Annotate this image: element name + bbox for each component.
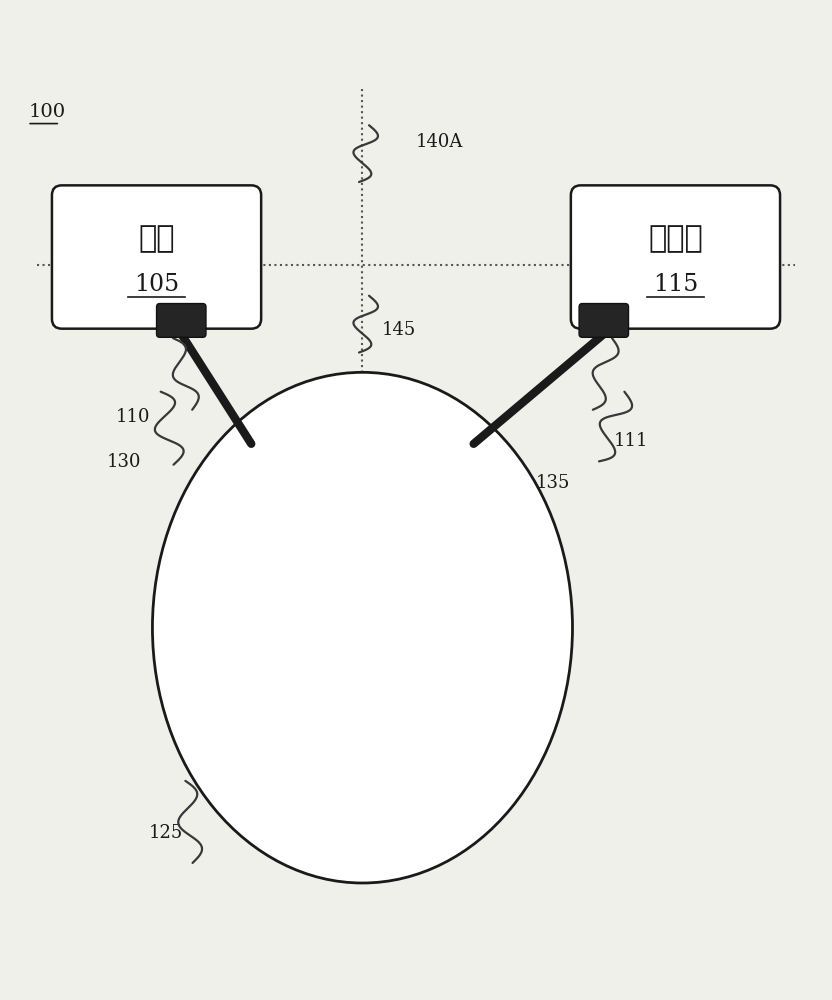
Text: 130: 130	[107, 453, 141, 471]
Text: 100: 100	[29, 103, 66, 121]
FancyBboxPatch shape	[156, 304, 206, 337]
FancyBboxPatch shape	[571, 185, 780, 329]
Text: 125: 125	[148, 824, 182, 842]
Text: 111: 111	[614, 432, 648, 450]
Text: 140A: 140A	[416, 133, 463, 151]
Text: 135: 135	[536, 474, 570, 492]
Text: 光源: 光源	[138, 224, 175, 253]
FancyBboxPatch shape	[52, 185, 261, 329]
Text: 115: 115	[653, 273, 698, 296]
Text: 145: 145	[381, 321, 416, 339]
FancyBboxPatch shape	[579, 304, 628, 337]
Text: 105: 105	[134, 273, 179, 296]
Text: 检测器: 检测器	[648, 224, 703, 253]
Text: 110: 110	[116, 408, 150, 426]
Ellipse shape	[152, 372, 572, 883]
